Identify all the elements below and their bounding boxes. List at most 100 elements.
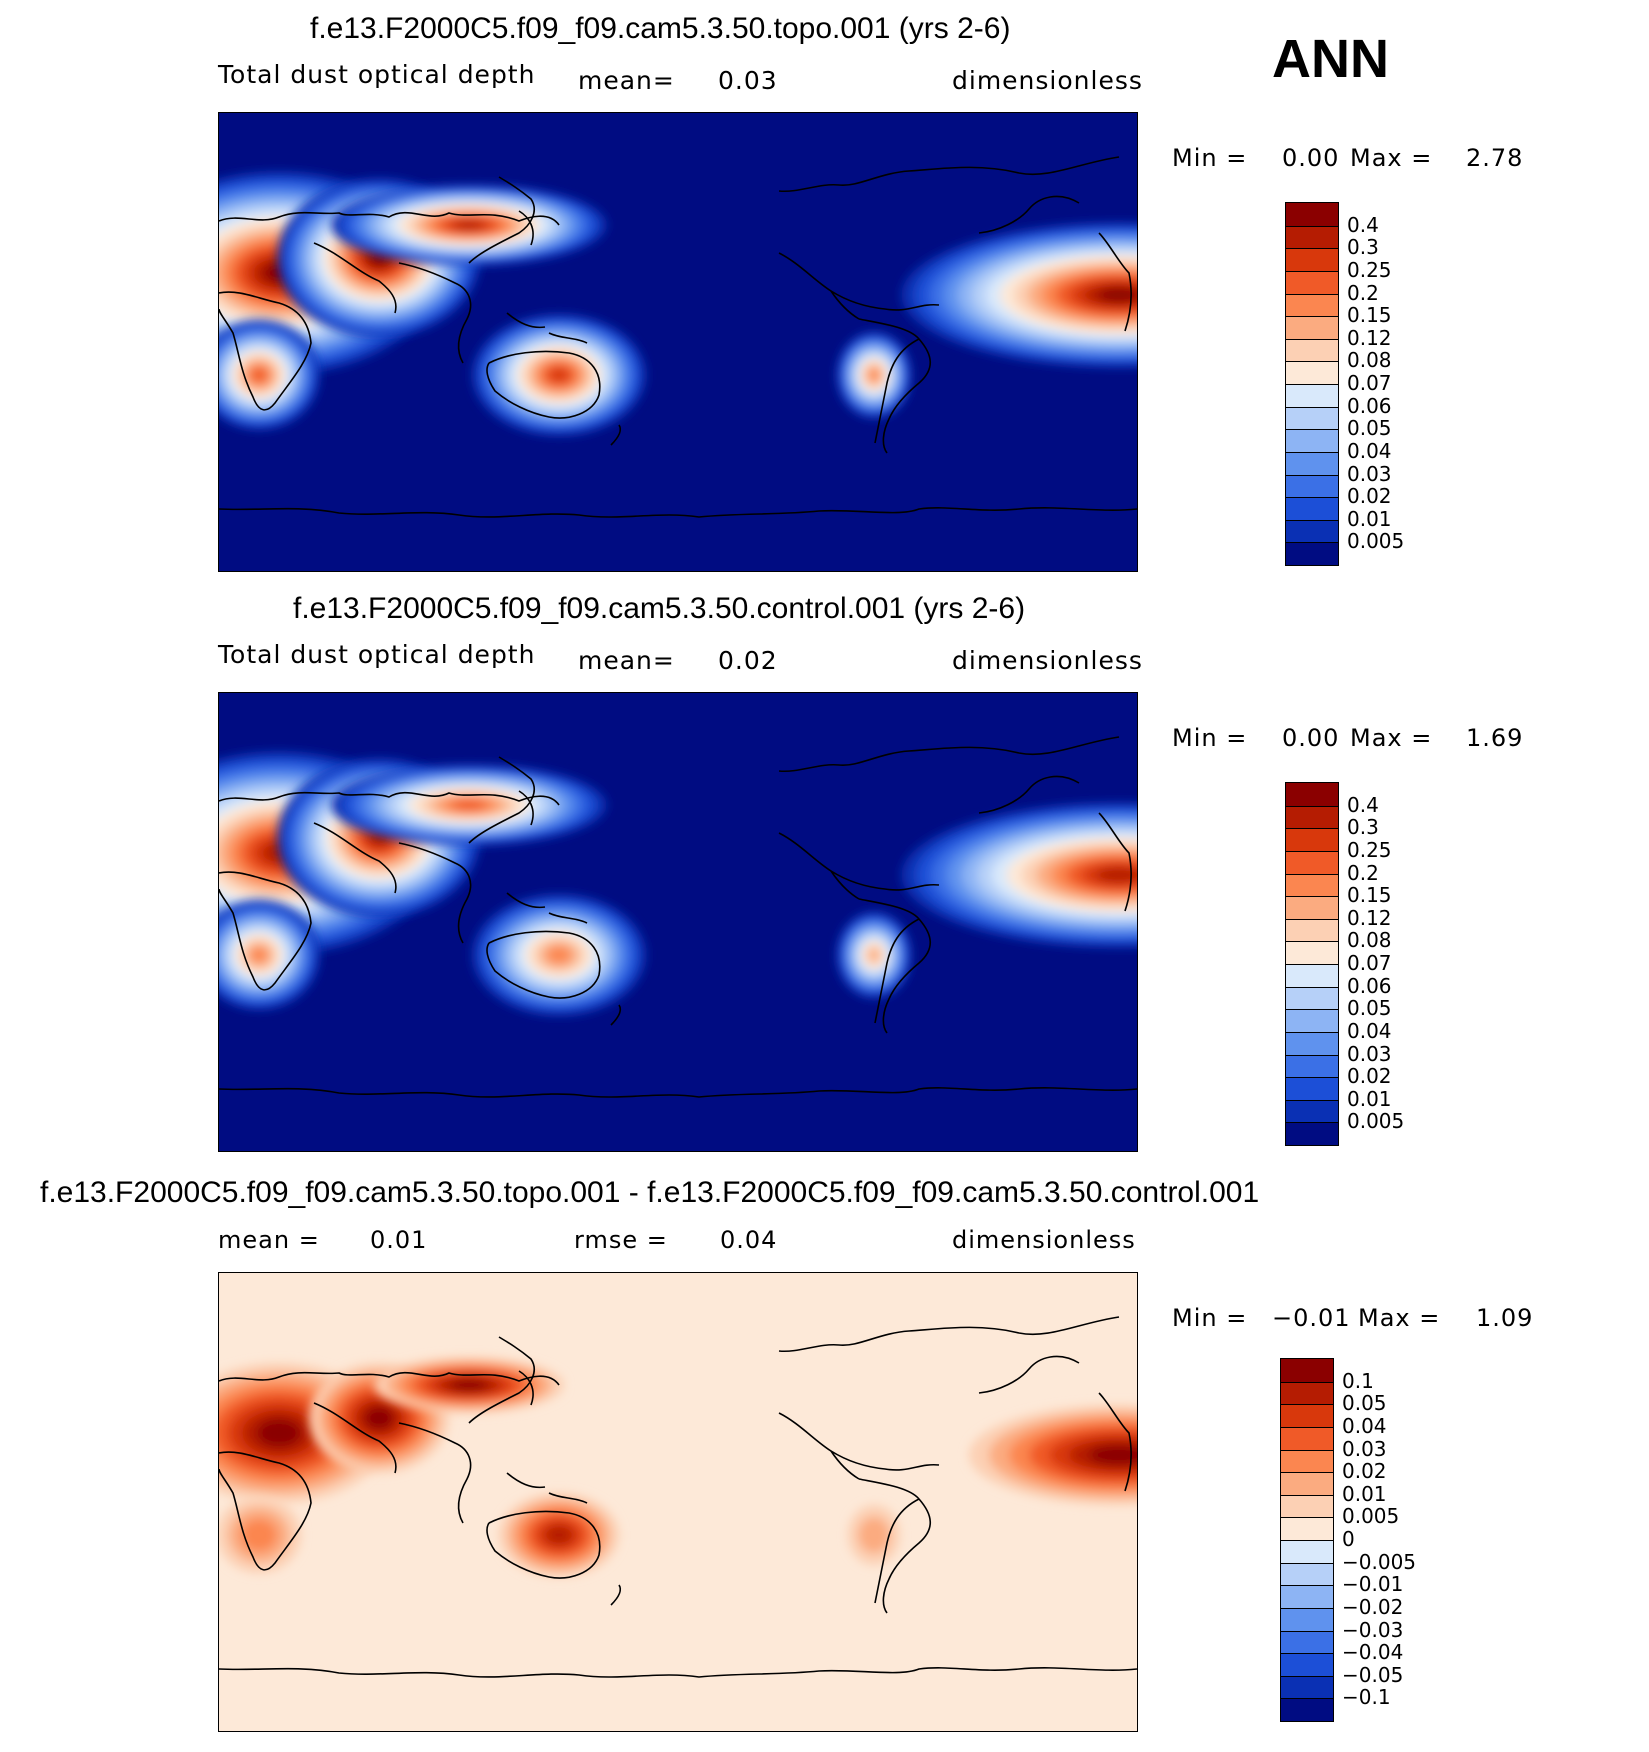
coastline-segment — [219, 791, 560, 806]
panel-2-colorbar — [1285, 782, 1339, 1146]
contour-level — [858, 1517, 890, 1553]
colorbar-swatch — [1286, 497, 1338, 520]
colorbar-tick-label: 0.04 — [1347, 438, 1392, 463]
coastline-segment — [978, 1355, 1080, 1394]
colorbar-swatch — [1286, 248, 1338, 271]
colorbar-swatch — [1286, 805, 1338, 829]
panel-1-mean-label: mean= — [578, 66, 675, 95]
colorbar-swatch — [1286, 964, 1338, 987]
colorbar-swatch — [1281, 1359, 1333, 1382]
coastline-segment — [486, 930, 601, 999]
coastline-segment — [313, 242, 397, 314]
panel-2-max-value: 1.69 — [1466, 724, 1524, 752]
colorbar-tick-label: 0.12 — [1347, 905, 1392, 930]
colorbar-tick-label: 0.03 — [1347, 461, 1392, 486]
dust-region-3 — [969, 1405, 1137, 1505]
colorbar-swatch — [1281, 1517, 1333, 1540]
coastline-segment — [506, 892, 588, 924]
coastline-segment — [506, 1472, 588, 1504]
panel-2-units: dimensionless — [952, 646, 1143, 675]
contour-level — [547, 947, 571, 963]
colorbar-swatch — [1286, 384, 1338, 407]
coastline-segment — [398, 1422, 472, 1524]
contour-level — [868, 948, 880, 962]
contour-level — [454, 220, 484, 230]
colorbar-tick-label: 0.4 — [1347, 212, 1379, 237]
coastline-segment — [219, 871, 312, 991]
coastline-segment — [219, 507, 1137, 518]
colorbar-tick-label: 0.06 — [1347, 393, 1392, 418]
colorbar-tick-label: 0.05 — [1347, 416, 1392, 441]
coastline-segment — [1098, 812, 1132, 912]
colorbar-swatch — [1286, 1009, 1338, 1032]
colorbar-tick-label: 0.005 — [1342, 1504, 1400, 1529]
colorbar-tick-label: −0.01 — [1342, 1572, 1404, 1597]
dust-region-3 — [901, 222, 1137, 368]
colorbar-swatch — [1286, 986, 1338, 1010]
panel-1-variable-label: Total dust optical depth — [218, 60, 536, 89]
coastline-segment — [610, 424, 622, 446]
colorbar-swatch — [1281, 1472, 1333, 1495]
coastline-segment — [778, 736, 1120, 773]
coastlines — [219, 1316, 1137, 1678]
panel-3-mean-label: mean = — [218, 1226, 320, 1254]
coastline-segment — [398, 262, 472, 364]
panel-3-max-value: 1.09 — [1476, 1304, 1534, 1332]
coastline-segment — [518, 210, 534, 246]
colorbar-tick-label: 0.07 — [1347, 371, 1392, 395]
colorbar-swatch — [1286, 451, 1338, 475]
colorbar-tick-label: 0.03 — [1347, 1041, 1392, 1066]
panel-3-min-value: −0.01 — [1272, 1304, 1351, 1332]
contour-level — [545, 1525, 573, 1545]
colorbar-tick-label: 0.04 — [1347, 1018, 1392, 1043]
colorbar-tick-label: 0.01 — [1347, 1086, 1392, 1111]
colorbar-tick-label: 0.05 — [1342, 1391, 1387, 1416]
coastline-segment — [219, 211, 560, 226]
colorbar-tick-label: 0.25 — [1347, 257, 1392, 282]
season-label: ANN — [1272, 29, 1389, 89]
coastlines — [219, 736, 1137, 1098]
dust-region-6 — [836, 911, 912, 999]
colorbar-tick-label: −0.03 — [1342, 1617, 1404, 1642]
coastline-segment — [219, 1371, 560, 1386]
coastline-segment — [874, 918, 920, 1024]
panel-1-min-label: Min = — [1172, 144, 1248, 172]
panel-3-units: dimensionless — [952, 1226, 1136, 1254]
colorbar-swatch — [1286, 519, 1338, 543]
colorbar-swatch — [1286, 941, 1338, 964]
contour-level — [452, 800, 486, 810]
colorbar-tick-label: −0.02 — [1342, 1594, 1404, 1619]
colorbar-swatch — [1281, 1630, 1333, 1654]
contour-level — [257, 1419, 301, 1447]
coastlines — [219, 156, 1137, 518]
panel-3-rmse-label: rmse = — [574, 1226, 668, 1254]
coastline-segment — [219, 291, 312, 411]
coastline-segment — [468, 176, 535, 264]
colorbar-swatch — [1281, 1698, 1333, 1721]
panel-2-title: f.e13.F2000C5.f09_f09.cam5.3.50.control.… — [293, 592, 1026, 625]
colorbar-swatch — [1286, 406, 1338, 430]
map-background — [219, 1273, 1137, 1731]
colorbar-tick-label: 0.03 — [1342, 1436, 1387, 1461]
colorbar-tick-label: 0.15 — [1347, 303, 1392, 328]
coastline-segment — [486, 350, 601, 419]
coastline-segment — [219, 1087, 1137, 1098]
panel-1-max-label: Max = — [1350, 144, 1433, 172]
colorbar-swatch — [1286, 361, 1338, 384]
panel-1-mean-value: 0.03 — [718, 66, 778, 95]
coastline-segment — [778, 1412, 940, 1471]
colorbar-tick-label: −0.05 — [1342, 1662, 1404, 1687]
colorbar-tick-label: 0.2 — [1347, 860, 1379, 885]
panel-1-max-value: 2.78 — [1466, 144, 1524, 172]
dust-region-3 — [901, 802, 1137, 948]
coastline-segment — [610, 1004, 622, 1026]
coastline-segment — [313, 822, 397, 894]
colorbar-tick-label: 0.25 — [1347, 837, 1392, 862]
colorbar-swatch — [1286, 293, 1338, 317]
colorbar-swatch — [1286, 474, 1338, 498]
colorbar-swatch — [1286, 203, 1338, 226]
coastline-segment — [468, 1336, 535, 1424]
colorbar-tick-label: −0.005 — [1342, 1549, 1417, 1574]
colorbar-tick-label: 0.005 — [1347, 1109, 1405, 1134]
dust-region-2 — [331, 764, 607, 846]
